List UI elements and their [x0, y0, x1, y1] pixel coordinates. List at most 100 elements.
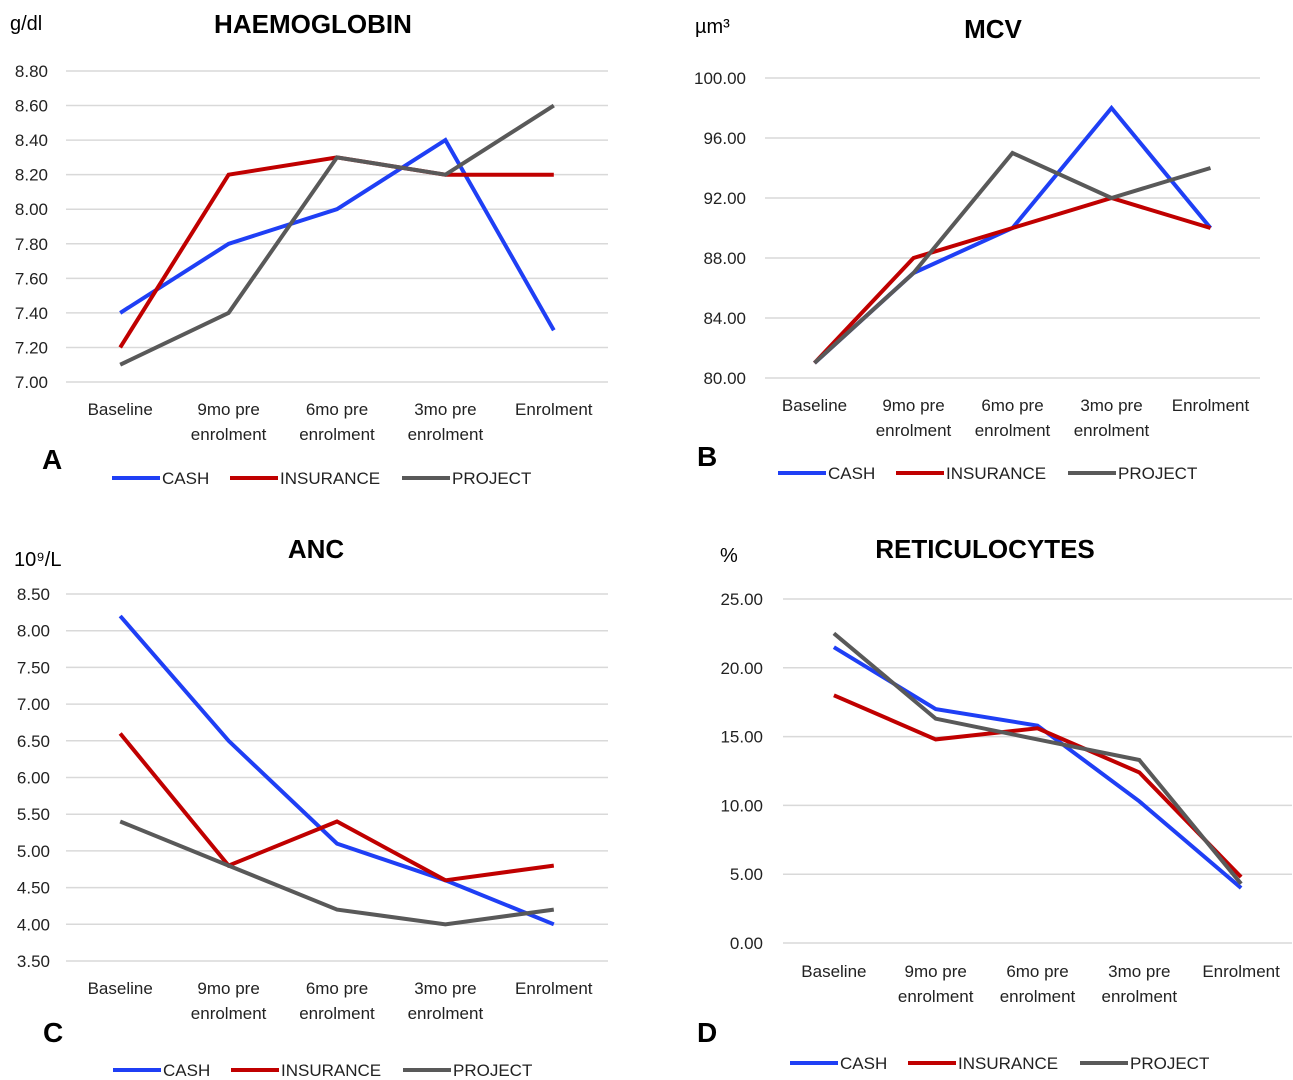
x-category-label: Enrolment: [1172, 396, 1250, 415]
series-line-insurance: [833, 693, 1243, 879]
legend-label-project: PROJECT: [452, 469, 531, 488]
panel-haemoglobin: HAEMOGLOBIN g/dl 7.00 7.20 7.40 7.60 7.80 8.00 8…: [10, 9, 608, 488]
x-category-label: enrolment: [408, 1004, 484, 1023]
x-category-label: Baseline: [88, 400, 153, 419]
chart-title: MCV: [964, 14, 1022, 44]
series-line-cash: [118, 614, 555, 927]
panel-letter: B: [697, 441, 717, 472]
panel-letter: C: [43, 1017, 63, 1048]
y-tick-label: 15.00: [720, 728, 763, 747]
series-line-cash: [813, 104, 1213, 365]
y-tick-label: 25.00: [720, 590, 763, 609]
y-tick-label: 100.00: [694, 69, 746, 88]
series-line-insurance: [118, 732, 555, 883]
x-category-label: enrolment: [975, 421, 1051, 440]
y-tick-label: 8.50: [17, 585, 50, 604]
chart-title: HAEMOGLOBIN: [214, 9, 412, 39]
panel-anc: ANC 10⁹/L 3.50 4.00 4.50 5.00 5.50 6.00 6.50 7.00…: [14, 534, 608, 1080]
x-category-label: 6mo pre: [306, 979, 368, 998]
panel-letter: A: [42, 444, 62, 475]
x-category-label: Enrolment: [515, 979, 593, 998]
x-category-label: enrolment: [876, 421, 952, 440]
x-category-label: enrolment: [191, 1004, 267, 1023]
x-category-label: enrolment: [1101, 987, 1177, 1006]
series-line-project: [119, 103, 555, 367]
x-category-label: Enrolment: [515, 400, 593, 419]
x-category-label: 9mo pre: [905, 962, 967, 981]
y-tick-label: 6.50: [17, 732, 50, 751]
y-tick-label: 84.00: [703, 309, 746, 328]
y-tick-label: 7.20: [15, 338, 48, 357]
panel-letter: D: [697, 1017, 717, 1048]
legend-label-project: PROJECT: [1130, 1054, 1209, 1073]
y-tick-label: 7.00: [15, 373, 48, 392]
x-category-label: 6mo pre: [981, 396, 1043, 415]
y-tick-label: 7.60: [15, 269, 48, 288]
y-unit-label: µm³: [695, 16, 730, 38]
y-tick-label: 8.20: [15, 166, 48, 185]
x-category-label: enrolment: [1000, 987, 1076, 1006]
y-tick-label: 8.00: [15, 200, 48, 219]
panel-reticulocytes: RETICULOCYTES% 0.00 5.00 10.00 15.00 20.00 25.…: [697, 534, 1292, 1073]
x-category-label: 6mo pre: [1006, 962, 1068, 981]
y-tick-label: 8.00: [17, 622, 50, 641]
legend-label-project: PROJECT: [1118, 464, 1197, 483]
y-tick-label: 0.00: [730, 934, 763, 953]
legend-label-project: PROJECT: [453, 1061, 532, 1080]
y-tick-label: 92.00: [703, 189, 746, 208]
panel-mcv: MCV µm³ 80.00 84.00 88.00 92.00 96.00 100.00 Bas…: [694, 14, 1260, 483]
y-tick-label: 7.80: [15, 235, 48, 254]
x-category-label: 9mo pre: [197, 400, 259, 419]
y-unit-label: %: [720, 545, 738, 567]
chart-title: RETICULOCYTES: [875, 534, 1095, 564]
y-unit-label: 10⁹/L: [14, 549, 62, 571]
x-category-label: enrolment: [898, 987, 974, 1006]
series-line-cash: [119, 137, 556, 332]
x-category-label: 9mo pre: [882, 396, 944, 415]
x-category-label: enrolment: [299, 425, 375, 444]
x-category-label: 3mo pre: [1080, 396, 1142, 415]
y-tick-label: 4.50: [17, 879, 50, 898]
x-category-label: Enrolment: [1202, 962, 1280, 981]
x-category-label: 3mo pre: [414, 400, 476, 419]
y-tick-label: 5.50: [17, 805, 50, 824]
legend-label-cash: CASH: [828, 464, 875, 483]
x-category-label: Baseline: [782, 396, 847, 415]
y-tick-label: 8.60: [15, 97, 48, 116]
x-category-label: Baseline: [88, 979, 153, 998]
y-tick-label: 3.50: [17, 952, 50, 971]
x-category-label: enrolment: [191, 425, 267, 444]
legend-label-cash: CASH: [162, 469, 209, 488]
y-tick-label: 7.40: [15, 304, 48, 323]
y-tick-label: 4.00: [17, 915, 50, 934]
x-category-label: Baseline: [801, 962, 866, 981]
legend-label-insurance: INSURANCE: [280, 469, 380, 488]
y-tick-label: 5.00: [17, 842, 50, 861]
y-tick-label: 8.80: [15, 62, 48, 81]
series-line-insurance: [813, 195, 1212, 365]
y-tick-label: 7.00: [17, 695, 50, 714]
y-tick-label: 5.00: [730, 865, 763, 884]
x-category-label: enrolment: [408, 425, 484, 444]
y-tick-label: 96.00: [703, 129, 746, 148]
legend-label-insurance: INSURANCE: [958, 1054, 1058, 1073]
y-tick-label: 80.00: [703, 369, 746, 388]
legend-label-cash: CASH: [840, 1054, 887, 1073]
x-category-label: enrolment: [299, 1004, 375, 1023]
y-unit-label: g/dl: [10, 13, 42, 35]
x-category-label: enrolment: [1074, 421, 1150, 440]
x-category-label: 3mo pre: [414, 979, 476, 998]
series-line-project: [832, 631, 1243, 886]
x-category-label: 9mo pre: [197, 979, 259, 998]
chart-title: ANC: [288, 534, 345, 564]
series-line-insurance: [118, 155, 554, 349]
y-tick-label: 8.40: [15, 131, 48, 150]
legend-label-insurance: INSURANCE: [946, 464, 1046, 483]
y-tick-label: 6.00: [17, 769, 50, 788]
legend-label-insurance: INSURANCE: [281, 1061, 381, 1080]
x-category-label: 3mo pre: [1108, 962, 1170, 981]
y-tick-label: 88.00: [703, 249, 746, 268]
y-tick-label: 10.00: [720, 796, 763, 815]
y-tick-label: 20.00: [720, 659, 763, 678]
